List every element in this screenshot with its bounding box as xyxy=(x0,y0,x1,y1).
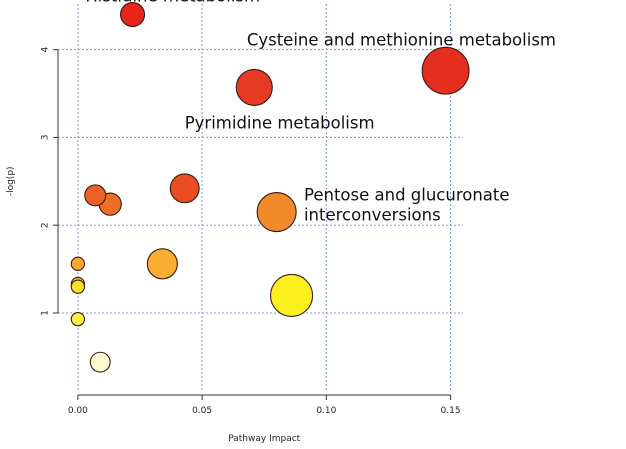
y-axis-label: -log(p) xyxy=(6,166,16,196)
y-tick-label: 4 xyxy=(41,47,51,53)
pathway-annotation: Pyrimidine metabolism xyxy=(185,114,375,133)
data-point xyxy=(89,351,111,373)
data-point xyxy=(119,1,146,28)
x-tick-label: 0.10 xyxy=(316,406,336,416)
data-point xyxy=(270,273,314,317)
data-point xyxy=(70,256,86,271)
data-points xyxy=(70,1,470,373)
annotations: Histidine metabolism Cysteine and methion… xyxy=(85,0,556,225)
y-tick-label: 1 xyxy=(41,310,51,316)
data-point xyxy=(84,184,107,207)
data-point xyxy=(70,279,86,294)
x-tick-label: 0.15 xyxy=(441,406,461,416)
y-tick-label: 3 xyxy=(41,135,51,141)
data-point xyxy=(70,311,86,327)
data-point xyxy=(235,68,273,106)
x-tick-label: 0.05 xyxy=(192,406,212,416)
x-tick-label: 0.00 xyxy=(68,406,88,416)
pathway-annotation: Pentose and glucuronate interconversions xyxy=(304,186,510,225)
x-axis-label: Pathway Impact xyxy=(228,434,300,444)
data-point xyxy=(421,46,470,95)
data-point xyxy=(146,248,178,280)
data-point xyxy=(169,173,200,204)
pathway-annotation: Cysteine and methionine metabolism xyxy=(247,30,556,49)
y-tick-label: 2 xyxy=(41,222,51,228)
data-point xyxy=(256,191,297,233)
pathway-annotation: Histidine metabolism xyxy=(85,0,260,5)
axes: 0.00 0.05 0.10 0.15 1 2 3 4 xyxy=(41,47,461,416)
